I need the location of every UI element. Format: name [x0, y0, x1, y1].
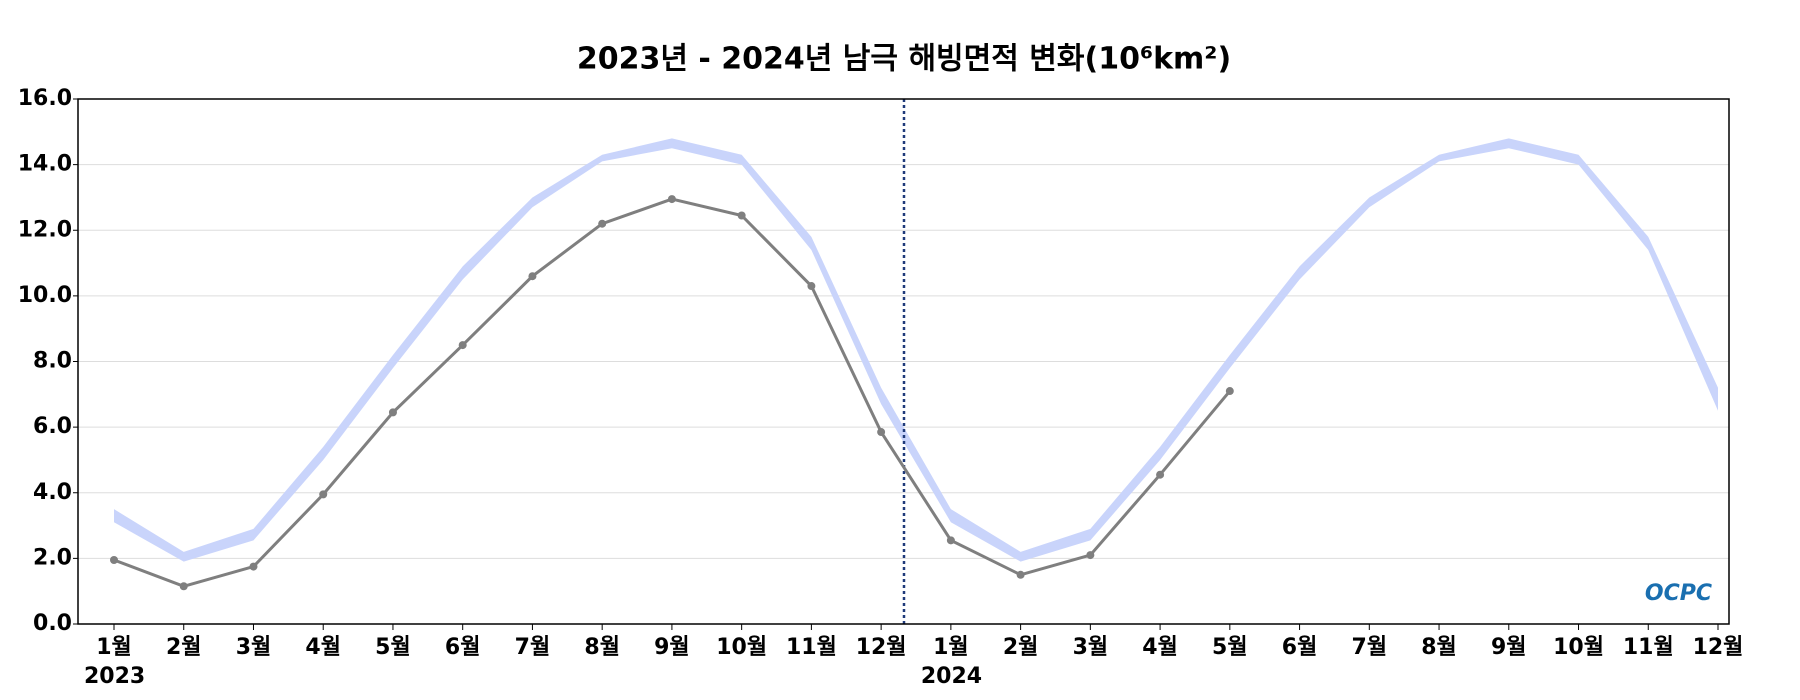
- x-tick-label: 5월: [1212, 635, 1248, 660]
- series-point: [1016, 570, 1025, 579]
- y-tick-label: 8.0: [33, 349, 72, 374]
- x-tick-label: 6월: [445, 635, 481, 660]
- y-tick-label: 6.0: [33, 414, 72, 439]
- series-point: [1225, 387, 1234, 396]
- x-tick-label: 10월: [1553, 635, 1604, 660]
- x-tick-label: 7월: [515, 635, 551, 660]
- x-tick-label: 12월: [1693, 635, 1744, 660]
- x-tick-label: 8월: [584, 635, 620, 660]
- x-tick-label: 9월: [654, 635, 690, 660]
- y-tick-label: 4.0: [33, 480, 72, 505]
- series-point: [528, 272, 537, 281]
- y-tick-label: 10.0: [18, 283, 72, 308]
- series-point: [946, 536, 955, 545]
- series-point: [737, 211, 746, 220]
- series-point: [110, 556, 118, 565]
- x-tick-label: 1월: [96, 635, 132, 660]
- series-point: [458, 341, 467, 350]
- series-point: [598, 219, 607, 228]
- series-point: [179, 582, 188, 591]
- climatology-band: [114, 138, 1718, 562]
- x-tick-label: 1월: [933, 635, 969, 660]
- series-point: [249, 562, 258, 571]
- x-tick-label: 10월: [716, 635, 767, 660]
- chart-title: 2023년 - 2024년 남극 해빙면적 변화(10⁶km²): [577, 42, 1231, 77]
- series-point: [319, 490, 328, 499]
- year-label: 2023: [84, 664, 145, 689]
- x-tick-label: 2월: [166, 635, 202, 660]
- x-tick-label: 8월: [1421, 635, 1457, 660]
- y-tick-label: 14.0: [18, 152, 72, 177]
- logo: OCPC: [1645, 581, 1712, 606]
- y-tick-label: 0.0: [33, 611, 72, 636]
- y-tick-label: 12.0: [18, 217, 72, 242]
- series-point: [1086, 551, 1095, 560]
- x-tick-label: 6월: [1282, 635, 1318, 660]
- series-point: [1156, 470, 1165, 479]
- x-tick-label: 5월: [375, 635, 411, 660]
- x-tick-label: 3월: [1073, 635, 1109, 660]
- x-tick-label: 7월: [1352, 635, 1388, 660]
- series-point: [388, 408, 397, 417]
- plot-frame: [77, 98, 1730, 625]
- series-point: [667, 195, 676, 204]
- x-tick-label: 2월: [1003, 635, 1039, 660]
- series-line: [113, 197, 1231, 588]
- x-tick-label: 4월: [305, 635, 341, 660]
- x-tick-label: 4월: [1142, 635, 1178, 660]
- x-tick-label: 3월: [236, 635, 272, 660]
- year-label: 2024: [921, 664, 982, 689]
- x-tick-label: 11월: [786, 635, 837, 660]
- x-tick-label: 11월: [1623, 635, 1674, 660]
- series-point: [877, 428, 886, 437]
- y-tick-label: 2.0: [33, 545, 72, 570]
- series-point: [807, 282, 816, 291]
- x-tick-label: 9월: [1491, 635, 1527, 660]
- x-tick-label: 12월: [856, 635, 907, 660]
- y-tick-label: 16.0: [18, 86, 72, 111]
